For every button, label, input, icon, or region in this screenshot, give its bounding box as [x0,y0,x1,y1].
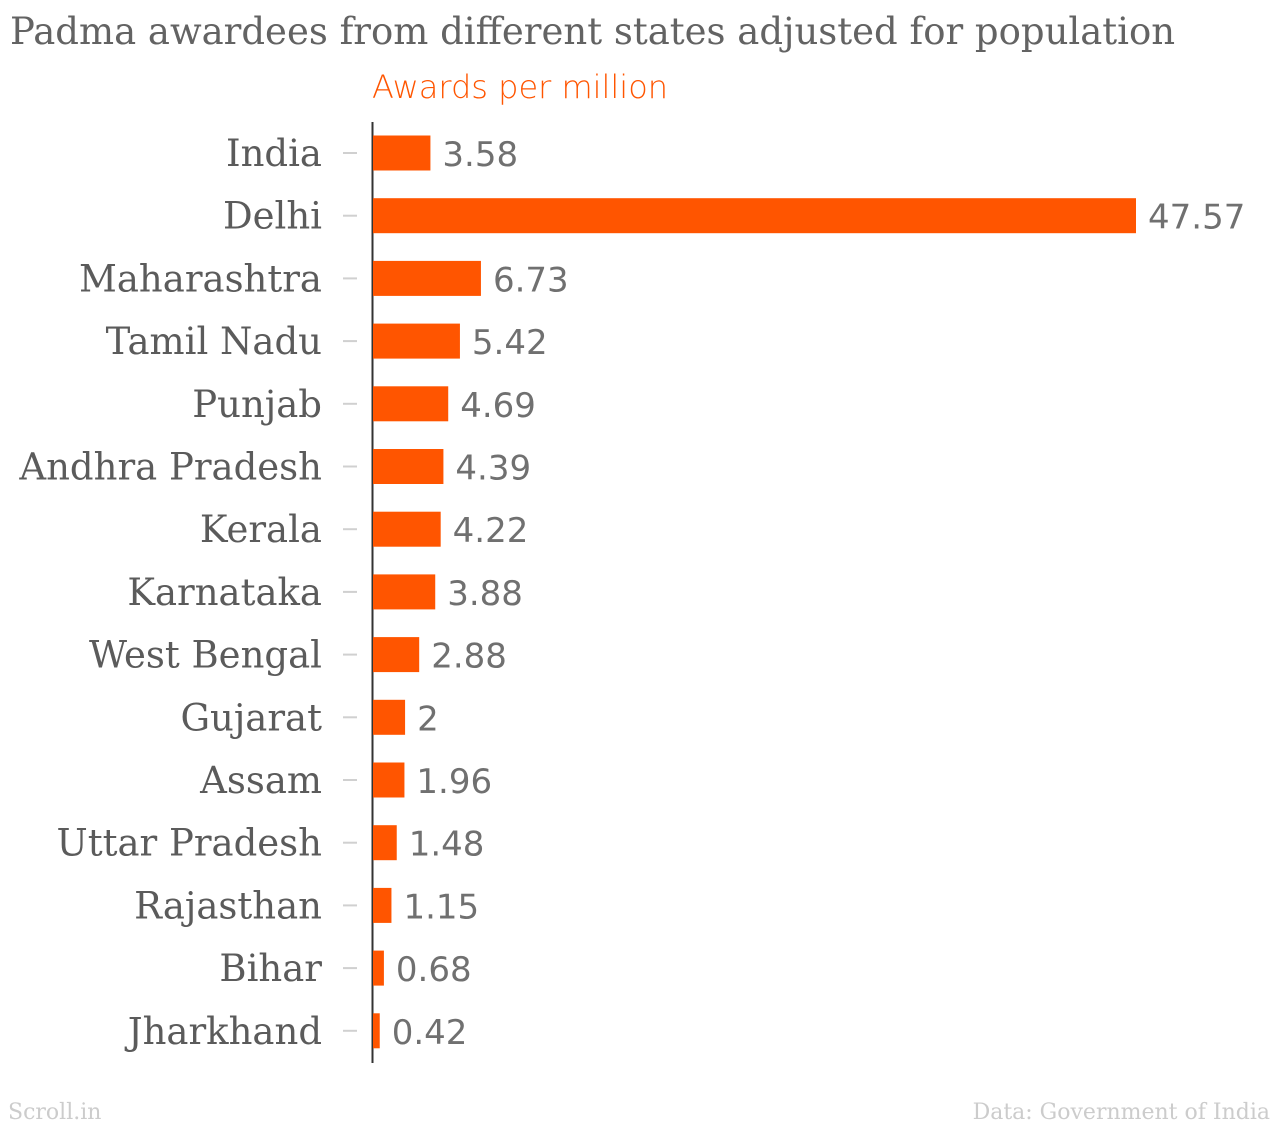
bar-rajasthan [373,887,392,923]
value-label-rajasthan: 1.15 [403,887,479,927]
value-label-gujarat: 2 [417,699,439,739]
chart-title: Padma awardees from different states adj… [10,10,1176,53]
bar-delhi [373,198,1136,234]
value-label-kerala: 4.22 [453,511,529,551]
value-label-karnataka: 3.88 [447,574,523,614]
category-label-maharashtra: Maharashtra [79,257,322,300]
bar-punjab [373,386,449,422]
bar-tamil-nadu [373,323,460,359]
category-label-jharkhand: Jharkhand [124,1010,322,1053]
value-label-maharashtra: 6.73 [493,260,569,300]
category-label-delhi: Delhi [223,195,322,238]
footer-source: Data: Government of India [972,1100,1270,1125]
bar-assam [373,762,405,798]
category-label-india: India [226,132,322,175]
category-label-tamil-nadu: Tamil Nadu [106,320,322,363]
value-label-delhi: 47.57 [1148,198,1245,238]
bar-gujarat [373,699,406,735]
value-label-punjab: 4.69 [460,386,536,426]
category-label-assam: Assam [199,759,322,802]
value-label-tamil-nadu: 5.42 [472,323,548,363]
value-label-jharkhand: 0.42 [392,1013,468,1053]
bar-andhra-pradesh [373,449,444,484]
bars-layer: India 3.58 Delhi 47.57 Maharashtra 6.73 Tamil … [18,132,1245,1053]
category-label-punjab: Punjab [192,383,322,426]
category-label-uttar-pradesh: Uttar Pradesh [57,822,322,865]
value-label-west-bengal: 2.88 [431,637,507,677]
bar-bihar [373,950,384,986]
category-label-kerala: Kerala [200,508,322,551]
category-label-west-bengal: West Bengal [89,634,322,677]
bar-maharashtra [373,260,481,296]
footer-brand: Scroll.in [8,1100,102,1125]
bar-uttar-pradesh [373,825,397,861]
category-label-gujarat: Gujarat [180,696,322,739]
value-label-andhra-pradesh: 4.39 [455,449,531,489]
value-label-uttar-pradesh: 1.48 [409,825,485,865]
bar-karnataka [373,574,436,610]
chart-subtitle: Awards per million [372,68,669,106]
category-label-andhra-pradesh: Andhra Pradesh [18,446,322,489]
bar-west-bengal [373,637,420,673]
bar-india [373,135,431,171]
value-label-bihar: 0.68 [396,950,472,990]
category-label-karnataka: Karnataka [127,571,322,614]
value-label-india: 3.58 [442,135,518,175]
category-label-bihar: Bihar [219,947,322,990]
bar-jharkhand [373,1013,380,1049]
value-label-assam: 1.96 [416,762,492,802]
bar-kerala [373,511,441,547]
category-label-rajasthan: Rajasthan [134,884,322,927]
